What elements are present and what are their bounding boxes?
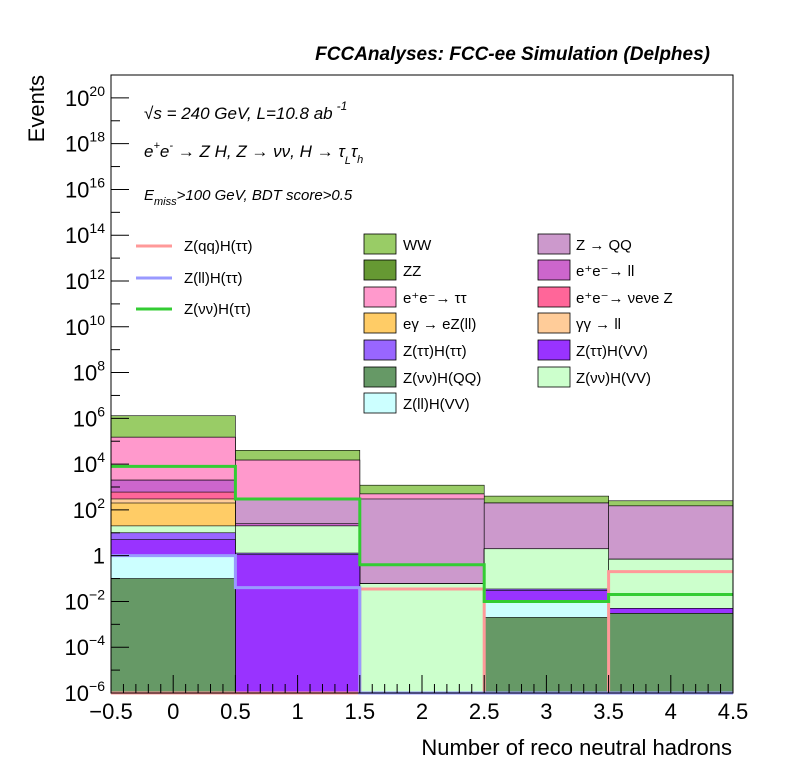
x-tick-label: 1.5 [345,699,376,724]
y-tick-label: 10−6 [65,678,106,706]
legend-swatch-zvv-hqq [363,366,397,388]
x-tick-label: 1 [291,699,303,724]
legend-swatch-ztt-htt [363,339,397,361]
y-tick-label: 1014 [65,220,105,248]
legend-swatch-zz [363,259,397,281]
annotation-cuts: Emiss>100 GeV, BDT score>0.5 [144,187,353,208]
stack-bar-z-h-vv-bin-2 [359,583,485,694]
y-tick-label: 1020 [65,83,105,111]
legend-swatch-zll-hvv [363,392,397,414]
sqrt-glyph: √ [144,104,154,123]
legend-label-zll-htt: Z(ll)H(ττ) [184,270,243,287]
stack-bar-z-h-vv-bin-1 [235,554,361,694]
y-tick-layer: 10−6 10−4 10−2 1 102 104 106 108 1010 1012 1014 101… [65,74,129,706]
legend-label-zqq-htt: Z(qq)H(ττ) [184,238,253,255]
legend-swatch-ee-tautau [363,286,397,308]
x-tick-label: 2 [416,699,428,724]
y-tick-label: 108 [73,358,105,386]
x-axis-label: Number of reco neutral hadrons [421,735,732,760]
x-tick-layer: −0.5 0 0.5 1 1.5 2 2.5 3 3.5 4 4.5 [89,675,748,724]
legend-label-zvv-htt: Z(νν)H(ττ) [184,301,251,318]
legend-label-zvv-hvv: Z(νν)H(VV) [576,370,651,387]
legend-swatch-ee-ll [537,259,571,281]
legend-label-z-qq: Z → QQ [576,237,632,254]
annotation-energy: √s = 240 GeV, L=10.8 ab -1 [144,99,347,123]
y-tick-label: 1012 [65,266,105,294]
x-tick-label: 2.5 [469,699,500,724]
legend-label-ztt-htt: Z(ττ)H(ττ) [403,343,467,360]
legend-label-zll-hvv: Z(ll)H(VV) [403,396,470,413]
annotation-energy-exp: -1 [337,99,348,113]
legend-swatch-zvv-hvv [537,366,571,388]
y-tick-label: 1 [93,544,105,569]
x-tick-label: 3 [540,699,552,724]
x-tick-label: 4.5 [718,699,749,724]
legend-swatch-gammagamma-ll [537,312,571,334]
legend-label-egamma-ezll: eγ → eZ(ll) [403,316,476,333]
legend-label-ww: WW [403,237,432,254]
legend-swatch-ww [363,233,397,255]
legend-label-ztt-hvv: Z(ττ)H(VV) [576,343,648,360]
y-tick-label: 1018 [65,129,105,157]
legend-label-zvv-hqq: Z(νν)H(QQ) [403,370,481,387]
legend-swatch-egamma-ezll [363,312,397,334]
legend-label-ee-tautau: e⁺e⁻→ ττ [403,290,467,307]
legend-label-gammagamma-ll: γγ → ll [576,316,621,333]
legend: Z(qq)H(ττ) Z(ll)H(ττ) Z(νν)H(ττ) WW ZZ e… [136,233,673,414]
y-tick-label: 1016 [65,174,105,202]
x-tick-label: 3.5 [593,699,624,724]
legend-swatch-z-qq [537,233,571,255]
legend-label-zz: ZZ [403,263,421,280]
y-tick-label: 10−2 [65,586,106,614]
y-axis-label: Events [24,75,49,142]
x-tick-label: 0 [167,699,179,724]
x-tick-label: 0.5 [220,699,251,724]
annotation-process: e+e- → Z H, Z → νν, H → τLτh [144,140,363,167]
x-tick-label: −0.5 [89,699,132,724]
stack-bar-z-h-qq-bin-0 [110,578,236,694]
y-tick-label: 1010 [65,312,105,340]
chart-title: FCCAnalyses: FCC-ee Simulation (Delphes) [315,44,710,65]
y-tick-label: 102 [73,495,105,523]
x-tick-label: 4 [665,699,677,724]
legend-label-ee-nunuz: e⁺e⁻→ νeνe Z [576,290,673,307]
legend-swatch-ztt-hvv [537,339,571,361]
y-tick-label: 10−4 [65,632,106,660]
y-tick-label: 106 [73,403,105,431]
y-tick-label: 104 [73,449,105,477]
signal-line-z-h [111,464,733,603]
legend-swatch-ee-nunuz [537,286,571,308]
annotation-energy-text: s = 240 GeV, L=10.8 ab [153,104,332,123]
legend-label-ee-ll: e⁺e⁻→ ll [576,263,634,280]
stack-layer [110,415,734,694]
